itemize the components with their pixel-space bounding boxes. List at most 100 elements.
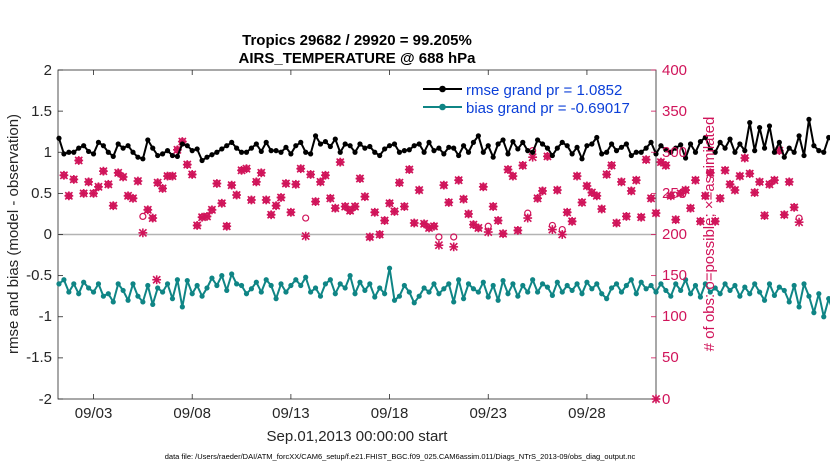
rmse-point (184, 143, 190, 149)
bias-point (308, 289, 314, 295)
bias-point (189, 291, 195, 297)
bias-point (396, 293, 403, 299)
bias-point (569, 287, 575, 294)
rmse-point (327, 143, 333, 150)
rmse-point (781, 154, 787, 160)
bias-point (786, 299, 792, 305)
assimilated-marker (577, 198, 587, 207)
assimilated-marker (84, 177, 93, 187)
rmse-point (312, 133, 319, 139)
bias-point (194, 282, 200, 289)
y2-tick-label: 200 (662, 226, 687, 243)
bias-point (579, 291, 585, 297)
assimilated-marker (700, 191, 710, 201)
bias-point (273, 296, 279, 302)
assimilated-marker (330, 203, 340, 213)
bias-point (66, 289, 72, 295)
bias-point (574, 281, 580, 287)
bias-point (248, 286, 255, 292)
bias-point (322, 281, 329, 287)
bias-point (564, 282, 570, 289)
bias-point (135, 293, 141, 299)
assimilated-marker (375, 230, 385, 239)
bias-point (727, 287, 733, 294)
bias-point (717, 291, 723, 297)
rmse-point (150, 145, 156, 151)
rmse-point (451, 145, 457, 151)
bias-point (465, 281, 472, 287)
assimilated-marker (562, 207, 572, 217)
assimilated-marker (646, 193, 656, 203)
rmse-point (224, 143, 230, 149)
rmse-point (288, 151, 294, 157)
x-tick-label: 09/13 (272, 405, 310, 422)
rmse-point (214, 149, 220, 155)
bias-point (559, 289, 565, 295)
assimilated-marker (311, 197, 320, 206)
assimilated-marker (335, 157, 345, 167)
assimilated-marker (321, 170, 330, 180)
assimilated-marker (755, 177, 765, 187)
bias-point (347, 273, 353, 279)
rmse-point (534, 137, 541, 143)
bias-point (673, 281, 679, 287)
rmse-point (722, 145, 728, 151)
assimilated-marker (207, 205, 217, 215)
assimilated-marker (286, 207, 296, 217)
bias-point (436, 291, 442, 297)
assimilated-marker (148, 213, 158, 223)
rmse-point (564, 143, 570, 149)
assimilated-marker (651, 208, 661, 218)
bias-point (653, 289, 659, 295)
bias-point (530, 277, 536, 283)
assimilated-marker (143, 205, 153, 215)
rmse-point (584, 143, 590, 149)
rmse-point (520, 139, 526, 145)
assimilated-marker (597, 204, 607, 214)
rmse-point (599, 151, 605, 157)
bias-point (431, 281, 437, 287)
assimilated-marker (454, 175, 464, 185)
assimilated-marker (380, 216, 390, 225)
assimilated-marker (621, 212, 631, 221)
rmse-point (248, 145, 255, 151)
legend-rmse-label: rmse grand pr = 1.0852 (466, 82, 622, 99)
assimilated-marker (182, 160, 192, 169)
bias-point (209, 275, 215, 281)
bias-point (293, 277, 299, 283)
rmse-point (658, 143, 664, 149)
bias-point (554, 279, 560, 285)
bias-point (140, 299, 146, 305)
assimilated-marker (735, 171, 745, 181)
bias-point (184, 277, 190, 284)
assimilated-marker (251, 177, 261, 187)
rmse-point (391, 141, 398, 147)
rmse-point (401, 148, 407, 154)
bias-point (771, 292, 778, 298)
bias-point (357, 279, 363, 285)
assimilated-marker (261, 195, 271, 205)
rmse-point (155, 152, 161, 159)
rmse-point (194, 146, 200, 152)
rmse-point (76, 145, 82, 151)
assimilated-marker (395, 178, 404, 188)
rmse-point (801, 152, 807, 159)
assimilated-marker (750, 188, 760, 197)
rmse-point (145, 137, 151, 143)
rmse-point (160, 151, 166, 157)
rmse-point (140, 156, 146, 162)
rmse-point (707, 146, 713, 152)
bias-point (441, 286, 447, 292)
assimilated-marker (671, 215, 681, 225)
bias-point (811, 310, 817, 316)
bias-point (253, 279, 259, 285)
legend-bias-marker (439, 103, 446, 111)
bias-point (826, 296, 830, 302)
y2-tick-label: 50 (662, 349, 679, 366)
rmse-point (164, 148, 171, 154)
bias-point (219, 273, 225, 279)
assimilated-marker (192, 221, 202, 230)
assimilated-marker (296, 164, 306, 174)
bias-point (490, 282, 496, 289)
rmse-point (628, 152, 634, 159)
